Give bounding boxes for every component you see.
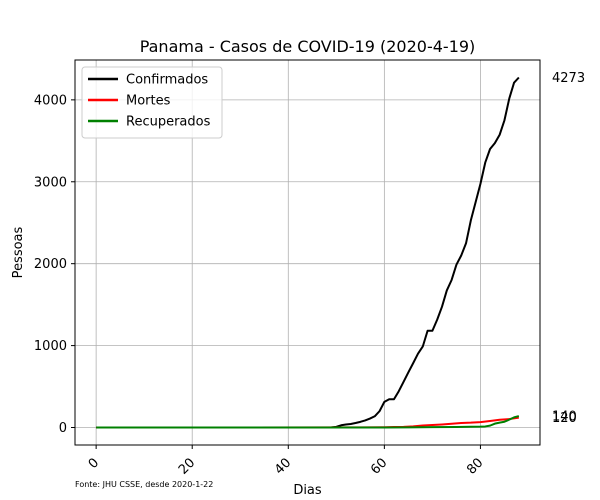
end-value-label: 140 bbox=[552, 410, 577, 425]
y-tick-label: 0 bbox=[59, 421, 67, 436]
y-tick-label: 2000 bbox=[34, 257, 67, 272]
legend-label-confirmados: Confirmados bbox=[126, 73, 208, 88]
source-note: Fonte: JHU CSSE, desde 2020-1-22 bbox=[75, 480, 213, 489]
x-tick-label: 0 bbox=[86, 455, 102, 471]
y-tick-label: 1000 bbox=[34, 339, 67, 354]
series-lines bbox=[96, 76, 520, 429]
x-tick-label: 60 bbox=[368, 455, 390, 477]
end-value-label: 120 bbox=[552, 411, 577, 426]
x-axis-label: Dias bbox=[293, 483, 322, 498]
y-tick-label: 4000 bbox=[34, 93, 67, 108]
x-tick-label: 40 bbox=[272, 455, 294, 477]
x-tick-label: 20 bbox=[176, 455, 198, 477]
end-value-label: 4273 bbox=[552, 71, 585, 86]
y-axis-label: Pessoas bbox=[11, 226, 26, 278]
legend: Confirmados Mortes Recuperados bbox=[81, 66, 223, 139]
series-line-recuperados bbox=[96, 415, 520, 429]
legend-label-mortes: Mortes bbox=[126, 94, 171, 109]
series-line-confirmados bbox=[96, 76, 520, 429]
axis-ticks: 0 20 40 60 80 0 1000 2000 3000 4000 bbox=[34, 93, 487, 477]
chart-title: Panama - Casos de COVID-19 (2020-4-19) bbox=[140, 37, 476, 56]
legend-label-recuperados: Recuperados bbox=[126, 115, 211, 130]
plot-frame bbox=[74, 59, 541, 446]
y-tick-label: 3000 bbox=[34, 175, 67, 190]
x-tick-label: 80 bbox=[464, 455, 486, 477]
